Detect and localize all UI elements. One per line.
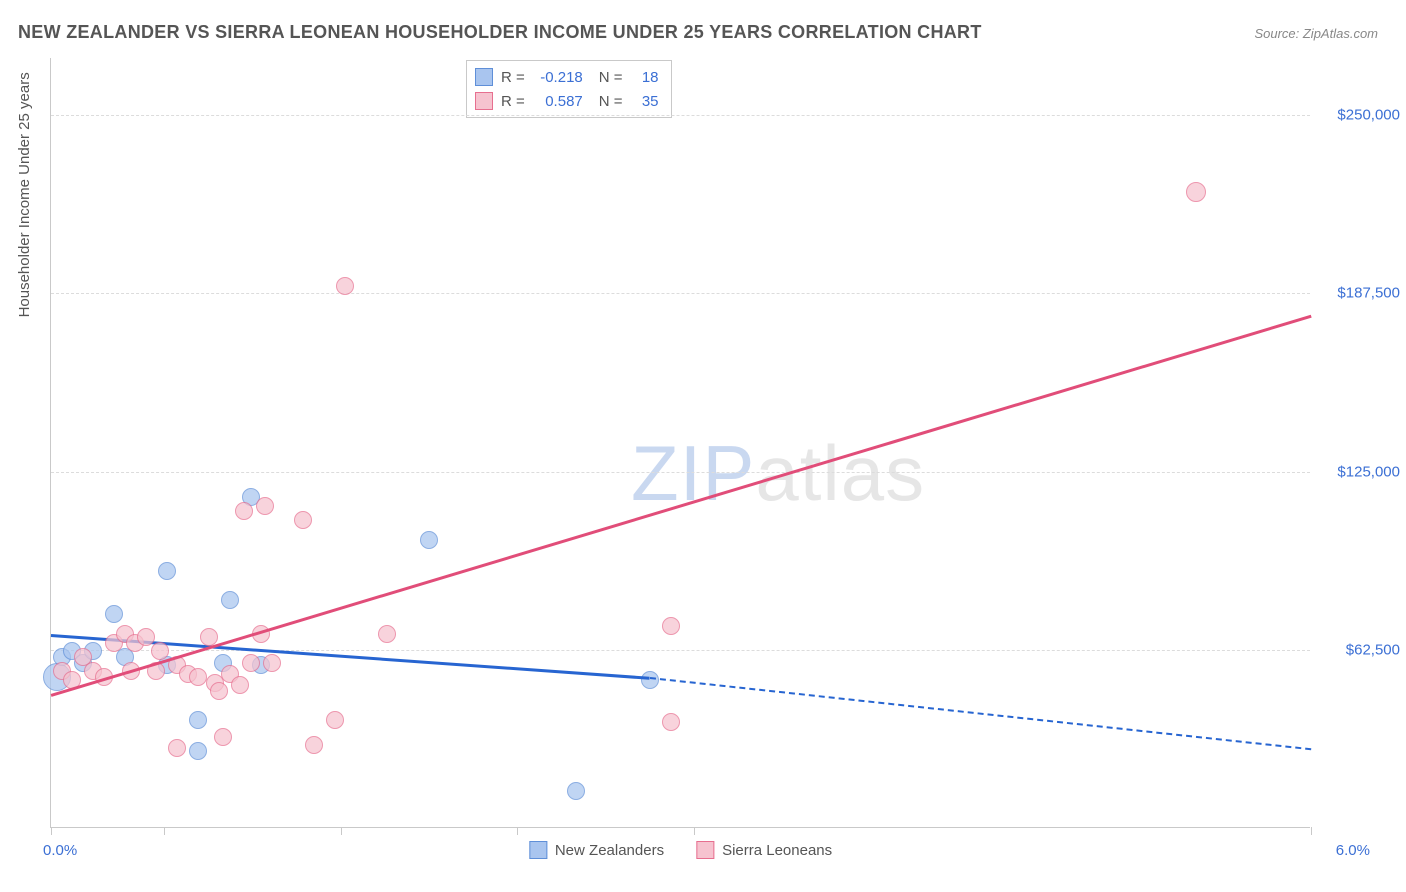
x-tick — [1311, 827, 1312, 835]
scatter-point — [105, 605, 123, 623]
x-axis-max-label: 6.0% — [1336, 842, 1370, 859]
scatter-point — [235, 502, 253, 520]
plot-area: ZIPatlas R =-0.218N =18R =0.587N =35 0.0… — [50, 58, 1310, 828]
legend: New Zealanders Sierra Leoneans — [529, 841, 832, 859]
x-tick — [164, 827, 165, 835]
scatter-point — [326, 711, 344, 729]
scatter-point — [189, 742, 207, 760]
scatter-point — [256, 497, 274, 515]
chart-title: NEW ZEALANDER VS SIERRA LEONEAN HOUSEHOL… — [18, 22, 982, 43]
stats-n-label: N = — [599, 93, 623, 110]
stats-n-label: N = — [599, 69, 623, 86]
stats-r-label: R = — [501, 93, 525, 110]
gridline — [51, 115, 1310, 116]
scatter-point — [305, 736, 323, 754]
legend-label: New Zealanders — [555, 842, 664, 859]
gridline — [51, 472, 1310, 473]
scatter-point — [662, 713, 680, 731]
scatter-point — [210, 682, 228, 700]
x-tick — [341, 827, 342, 835]
scatter-point — [336, 277, 354, 295]
scatter-point — [242, 654, 260, 672]
x-tick — [517, 827, 518, 835]
stats-n-value: 18 — [631, 69, 659, 86]
gridline — [51, 293, 1310, 294]
stats-r-value: -0.218 — [533, 69, 583, 86]
scatter-point — [214, 728, 232, 746]
stats-row: R = -0.218 N = 18 — [475, 65, 659, 89]
y-tick-label: $62,500 — [1346, 641, 1400, 658]
scatter-point — [1186, 182, 1206, 202]
stats-r-label: R = — [501, 69, 525, 86]
legend-swatch — [696, 841, 714, 859]
stats-row: R = 0.587 N = 35 — [475, 89, 659, 113]
scatter-point — [151, 642, 169, 660]
legend-label: Sierra Leoneans — [722, 842, 832, 859]
correlation-stats-box: R = -0.218 N = 18 R = 0.587 N = 35 — [466, 60, 672, 118]
scatter-point — [294, 511, 312, 529]
x-tick — [51, 827, 52, 835]
y-tick-label: $250,000 — [1337, 107, 1400, 124]
legend-item: Sierra Leoneans — [696, 841, 832, 859]
scatter-point — [378, 625, 396, 643]
scatter-point — [420, 531, 438, 549]
stats-r-value: 0.587 — [533, 93, 583, 110]
scatter-point — [200, 628, 218, 646]
scatter-point — [567, 782, 585, 800]
scatter-point — [662, 617, 680, 635]
scatter-point — [221, 591, 239, 609]
series-swatch — [475, 92, 493, 110]
scatter-point — [189, 711, 207, 729]
y-axis-title: Householder Income Under 25 years — [16, 72, 33, 317]
x-axis-min-label: 0.0% — [43, 842, 77, 859]
source-attribution: Source: ZipAtlas.com — [1254, 26, 1378, 41]
stats-n-value: 35 — [631, 93, 659, 110]
legend-swatch — [529, 841, 547, 859]
trend-line-extrapolated — [649, 677, 1311, 750]
y-tick-label: $187,500 — [1337, 285, 1400, 302]
scatter-point — [137, 628, 155, 646]
legend-item: New Zealanders — [529, 841, 664, 859]
x-tick — [694, 827, 695, 835]
y-tick-label: $125,000 — [1337, 463, 1400, 480]
scatter-point — [168, 739, 186, 757]
scatter-point — [231, 676, 249, 694]
scatter-point — [158, 562, 176, 580]
scatter-point — [189, 668, 207, 686]
series-swatch — [475, 68, 493, 86]
scatter-point — [263, 654, 281, 672]
